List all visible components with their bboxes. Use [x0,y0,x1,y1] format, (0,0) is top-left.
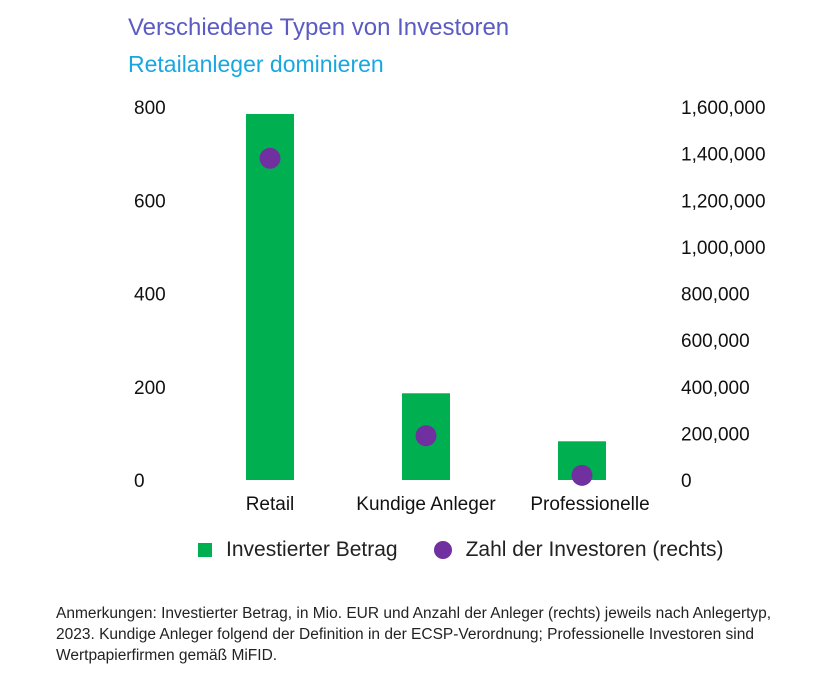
y-right-tick-label: 1,600,000 [681,98,766,119]
y-right-tick-label: 1,400,000 [681,145,766,166]
y-left-tick-label: 200 [134,378,166,399]
data-point [571,464,593,486]
chart-title: Verschiedene Typen von Investoren [128,14,510,41]
y-left-tick-label: 800 [134,98,166,119]
y-left-tick-label: 400 [134,285,166,306]
legend: Investierter Betrag Zahl der Investoren … [198,538,724,562]
x-category-label: Professionelle [530,494,649,515]
y-right-tick-label: 200,000 [681,424,750,445]
x-category-label: Kundige Anleger [356,494,496,515]
data-point [415,425,437,447]
bar [246,113,294,481]
y-right-tick-label: 400,000 [681,378,750,399]
y-left-tick-label: 600 [134,191,166,212]
y-right-tick-label: 1,200,000 [681,191,766,212]
footnote: Anmerkungen: Investierter Betrag, in Mio… [56,605,772,664]
legend-dot-label: Zahl der Investoren (rechts) [465,538,724,561]
y-right-tick-label: 1,000,000 [681,238,766,259]
legend-bar-label: Investierter Betrag [226,538,398,561]
data-point [259,147,281,169]
y-right-tick-label: 600,000 [681,331,750,352]
legend-dot-swatch [433,541,452,559]
chart-subtitle: Retailanleger dominieren [128,51,384,77]
x-category-label: Retail [246,494,295,515]
y-right-tick-label: 0 [681,471,692,492]
y-right-tick-label: 800,000 [681,285,750,306]
legend-bar-swatch [198,543,212,557]
chart-plot: 800 600 400 200 0 1,600,000 1,400,000 1,200,000… [134,98,766,515]
y-left-tick-label: 0 [134,471,145,492]
